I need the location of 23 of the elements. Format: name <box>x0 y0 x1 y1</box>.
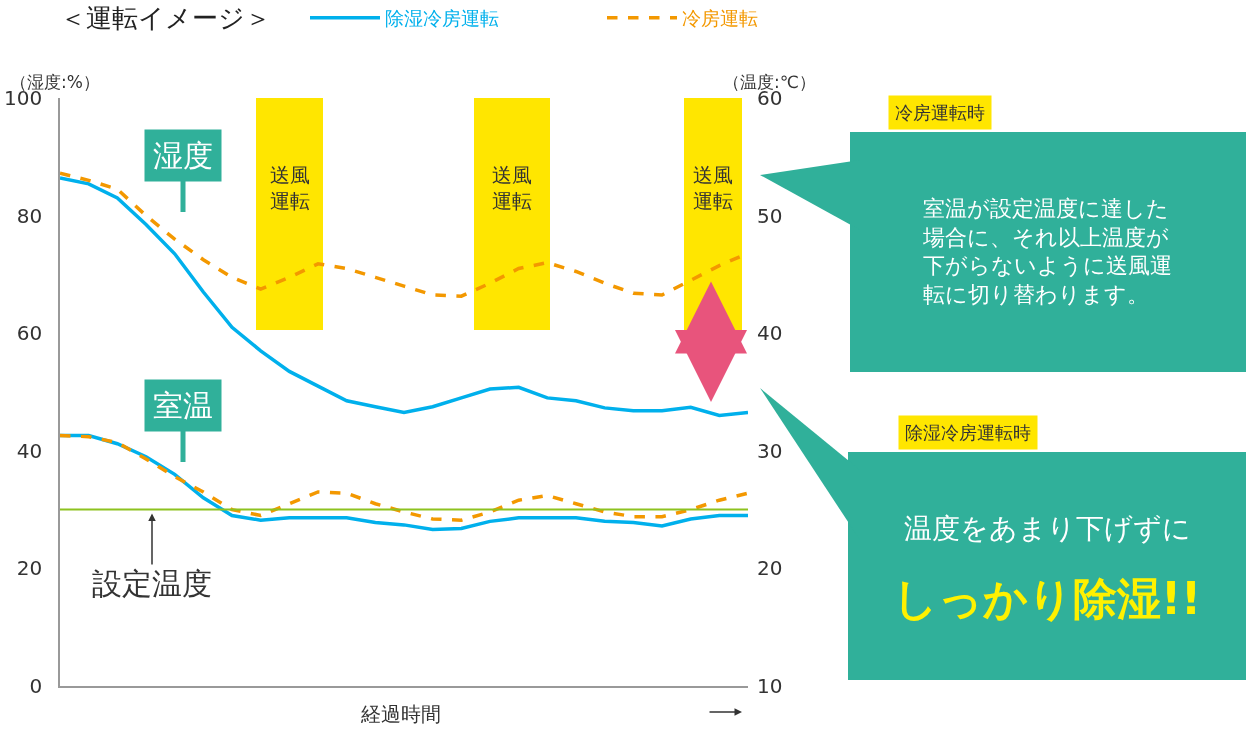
legend-label: 除湿冷房運転 <box>385 7 499 30</box>
text: しっかり除湿!! <box>893 573 1202 624</box>
y-tick-label: 80 <box>16 203 43 228</box>
y-tick-label: 20 <box>16 556 43 581</box>
y-tick-label: 60 <box>16 321 43 346</box>
x-axis-title: 経過時間 <box>360 702 441 726</box>
y-tick-label: 0 <box>29 674 43 698</box>
annotation: 湿度 <box>153 138 213 173</box>
text: 冷房運転時 <box>895 102 985 123</box>
legend-label: 冷房運転 <box>682 7 758 30</box>
annotation: 送風運転 <box>270 163 310 213</box>
y2-tick-label: 20 <box>757 556 783 581</box>
y2-tick-label: 50 <box>757 203 783 228</box>
text: 温度をあまり下げずに <box>904 512 1191 545</box>
annotation: 室温 <box>153 388 213 423</box>
y-tick-label: 40 <box>16 438 43 463</box>
y2-tick-label: 40 <box>757 321 783 346</box>
text: 除湿冷房運転時 <box>905 422 1031 443</box>
ref-line-label: 設定温度 <box>92 566 212 601</box>
annotation: 送風運転 <box>693 163 733 213</box>
y2-tick-label: 10 <box>757 674 783 698</box>
annotation: 送風運転 <box>492 163 532 213</box>
chart-title: ＜運転イメージ＞ <box>60 3 271 34</box>
